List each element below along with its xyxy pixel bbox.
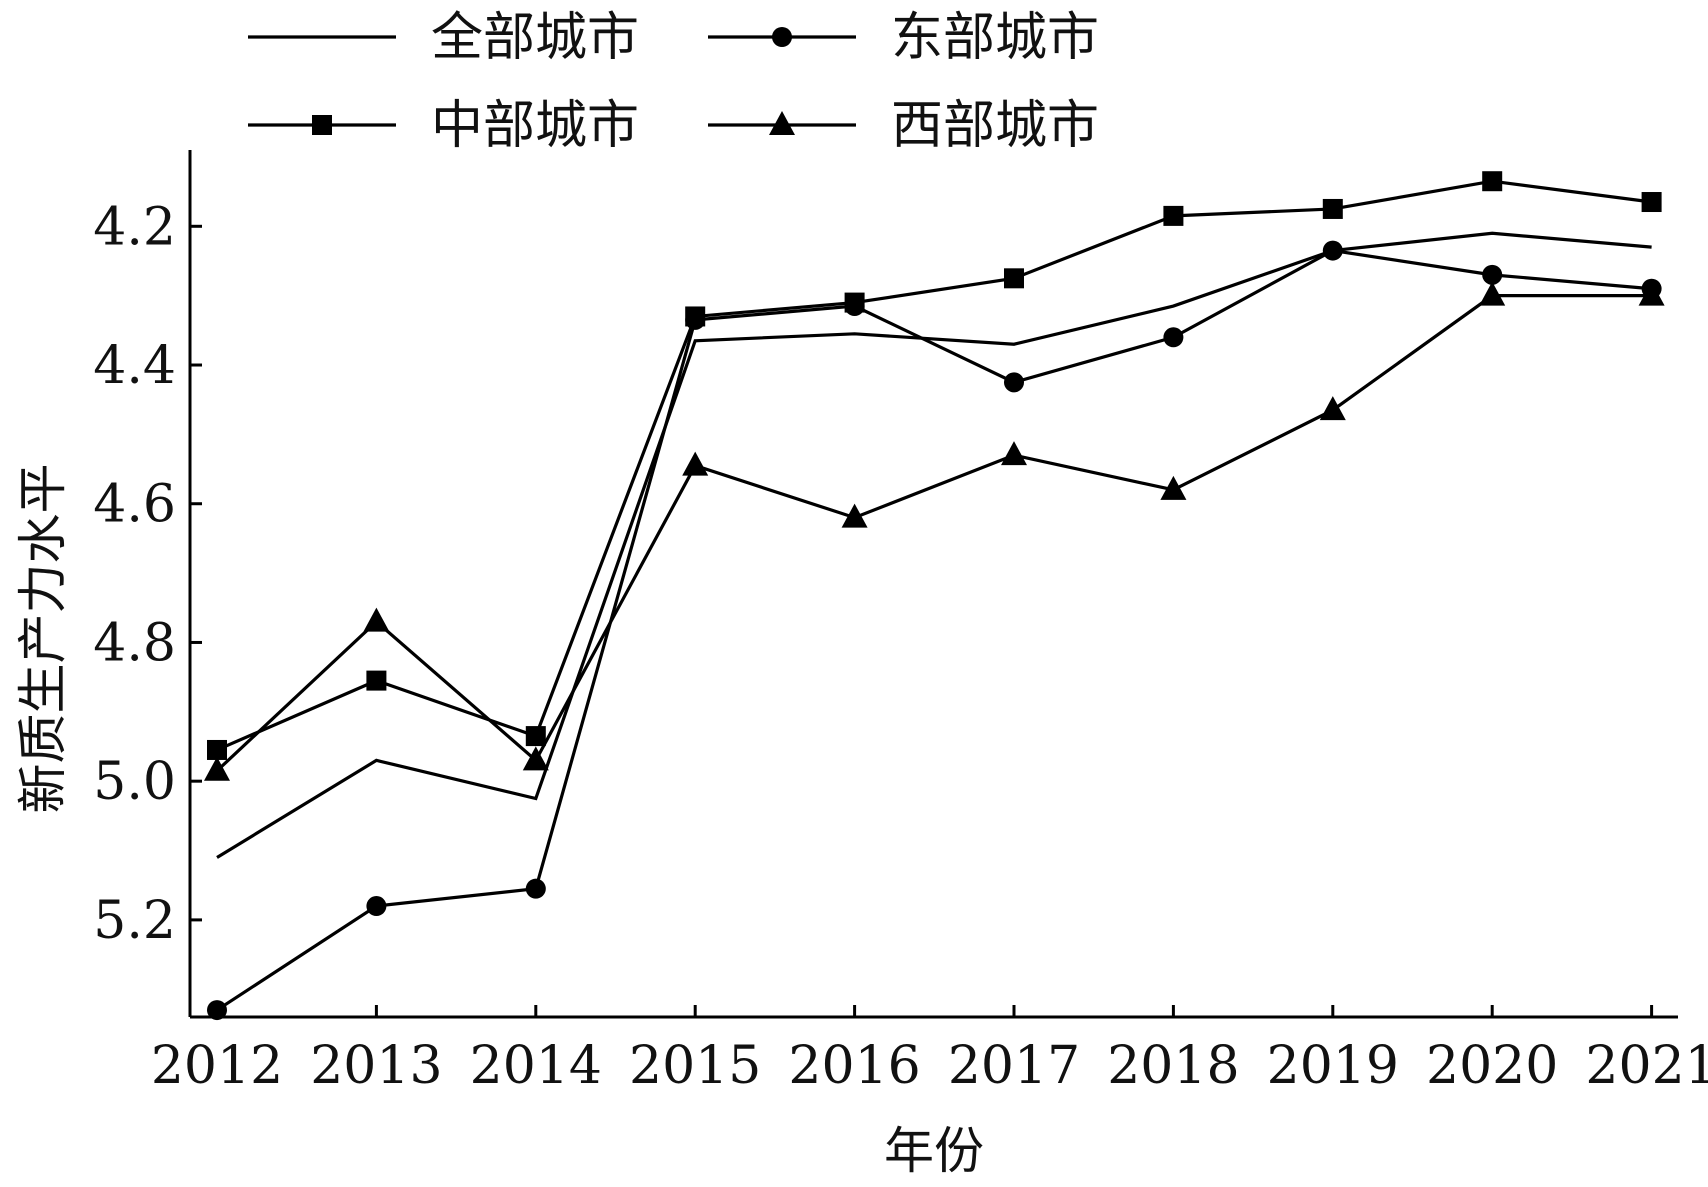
legend-label: 东部城市 — [891, 8, 1099, 68]
y-axis-title: 新质生产力水平 — [14, 464, 72, 814]
legend-label: 中部城市 — [431, 96, 639, 156]
legend-item: 西部城市 — [708, 96, 1099, 156]
x-tick-label: 2016 — [788, 1036, 920, 1096]
y-tick-label: 4.4 — [93, 336, 176, 396]
x-tick-label: 2015 — [629, 1036, 761, 1096]
series-3 — [204, 281, 1665, 781]
data-point — [525, 878, 546, 899]
series-line — [216, 179, 1652, 752]
y-tick-label: 4.6 — [93, 475, 176, 535]
data-point — [1322, 240, 1343, 261]
x-ticks: 2012 2013 2014 2015 2016 2017 2018 2019 2020 2021 — [151, 1005, 1708, 1096]
data-point — [522, 746, 549, 771]
legend-marker — [772, 27, 792, 47]
data-point — [685, 306, 706, 327]
legend-label: 西部城市 — [891, 96, 1099, 156]
data-point — [1638, 281, 1665, 306]
series-line — [215, 294, 1652, 772]
data-point — [1160, 475, 1187, 500]
series-line — [216, 231, 1652, 859]
data-point — [1482, 171, 1503, 192]
series-0 — [216, 231, 1652, 859]
legend-item: 中部城市 — [248, 96, 639, 156]
series — [204, 171, 1665, 1021]
data-point — [1163, 327, 1184, 348]
data-point — [366, 896, 387, 917]
axes — [188, 150, 1678, 1019]
data-point — [1319, 396, 1346, 421]
legend-marker — [769, 111, 795, 135]
y-ticks: 4.2 4.4 4.6 4.8 5.0 5.2 — [93, 197, 202, 951]
x-axis-title: 年份 — [884, 1122, 984, 1180]
data-point — [1163, 205, 1184, 226]
data-point — [525, 726, 546, 747]
y-tick-label: 4.8 — [93, 613, 176, 673]
y-tick-label: 5.0 — [93, 752, 176, 812]
legend-marker — [312, 115, 332, 135]
legend-label: 全部城市 — [431, 8, 639, 68]
data-point — [363, 607, 390, 632]
data-point — [1479, 281, 1506, 306]
x-tick-label: 2017 — [948, 1036, 1080, 1096]
x-tick-label: 2014 — [470, 1036, 602, 1096]
data-point — [1001, 441, 1027, 466]
x-tick-label: 2019 — [1267, 1036, 1399, 1096]
x-tick-label: 2021 — [1585, 1036, 1708, 1096]
data-point — [204, 756, 230, 781]
legend-item: 全部城市 — [248, 8, 639, 68]
x-tick-label: 2018 — [1107, 1036, 1239, 1096]
series-line — [216, 248, 1652, 1012]
legend-item: 东部城市 — [708, 8, 1099, 68]
y-tick-label: 5.2 — [93, 891, 176, 951]
data-point — [366, 670, 387, 691]
data-point — [207, 739, 227, 760]
data-point — [682, 451, 709, 476]
x-tick-label: 2012 — [151, 1036, 283, 1096]
data-point — [207, 1000, 227, 1021]
series-2 — [207, 171, 1662, 760]
data-point — [841, 503, 868, 528]
data-point — [1322, 198, 1343, 219]
data-point — [1004, 268, 1024, 289]
series-1 — [207, 240, 1662, 1021]
data-point — [1641, 192, 1662, 213]
y-tick-label: 4.2 — [93, 197, 176, 257]
data-point — [1004, 372, 1024, 393]
data-point — [844, 292, 865, 313]
x-tick-label: 2013 — [310, 1036, 442, 1096]
x-tick-label: 2020 — [1426, 1036, 1558, 1096]
data-point — [1482, 264, 1503, 285]
